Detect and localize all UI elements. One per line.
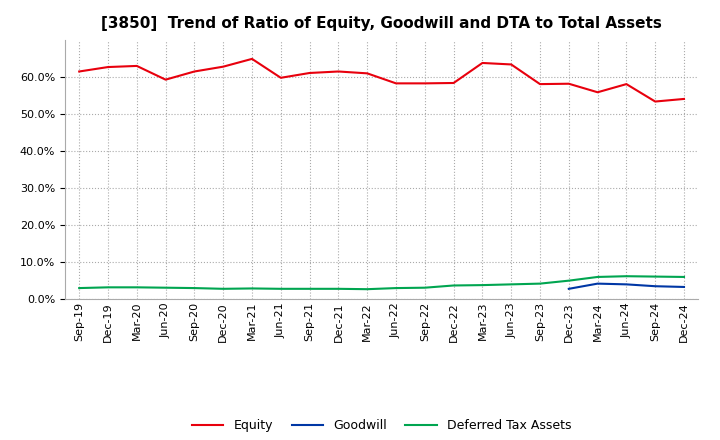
- Equity: [564, 81, 573, 86]
- Goodwill: [593, 281, 602, 286]
- Goodwill: [680, 284, 688, 290]
- Deferred Tax Assets: [248, 286, 256, 291]
- Goodwill: [564, 286, 573, 291]
- Deferred Tax Assets: [104, 285, 112, 290]
- Deferred Tax Assets: [478, 282, 487, 288]
- Deferred Tax Assets: [161, 285, 170, 290]
- Equity: [276, 75, 285, 81]
- Goodwill: [622, 282, 631, 287]
- Deferred Tax Assets: [680, 274, 688, 279]
- Equity: [449, 81, 458, 86]
- Equity: [248, 56, 256, 62]
- Equity: [132, 63, 141, 69]
- Deferred Tax Assets: [392, 286, 400, 291]
- Equity: [75, 69, 84, 74]
- Equity: [507, 62, 516, 67]
- Equity: [104, 64, 112, 70]
- Deferred Tax Assets: [334, 286, 343, 291]
- Equity: [478, 60, 487, 66]
- Deferred Tax Assets: [219, 286, 228, 291]
- Equity: [622, 81, 631, 87]
- Deferred Tax Assets: [276, 286, 285, 291]
- Equity: [420, 81, 429, 86]
- Equity: [219, 64, 228, 70]
- Deferred Tax Assets: [622, 274, 631, 279]
- Equity: [363, 71, 372, 76]
- Equity: [334, 69, 343, 74]
- Equity: [392, 81, 400, 86]
- Legend: Equity, Goodwill, Deferred Tax Assets: Equity, Goodwill, Deferred Tax Assets: [187, 414, 576, 437]
- Deferred Tax Assets: [363, 286, 372, 292]
- Deferred Tax Assets: [564, 278, 573, 283]
- Equity: [190, 69, 199, 74]
- Line: Goodwill: Goodwill: [569, 284, 684, 289]
- Goodwill: [651, 284, 660, 289]
- Deferred Tax Assets: [651, 274, 660, 279]
- Deferred Tax Assets: [536, 281, 544, 286]
- Deferred Tax Assets: [190, 286, 199, 291]
- Equity: [651, 99, 660, 104]
- Deferred Tax Assets: [75, 286, 84, 291]
- Line: Equity: Equity: [79, 59, 684, 102]
- Deferred Tax Assets: [507, 282, 516, 287]
- Deferred Tax Assets: [132, 285, 141, 290]
- Deferred Tax Assets: [449, 283, 458, 288]
- Title: [3850]  Trend of Ratio of Equity, Goodwill and DTA to Total Assets: [3850] Trend of Ratio of Equity, Goodwil…: [102, 16, 662, 32]
- Line: Deferred Tax Assets: Deferred Tax Assets: [79, 276, 684, 289]
- Equity: [680, 96, 688, 102]
- Deferred Tax Assets: [420, 285, 429, 290]
- Equity: [305, 70, 314, 76]
- Deferred Tax Assets: [305, 286, 314, 291]
- Equity: [536, 81, 544, 87]
- Equity: [161, 77, 170, 82]
- Equity: [593, 90, 602, 95]
- Deferred Tax Assets: [593, 274, 602, 279]
